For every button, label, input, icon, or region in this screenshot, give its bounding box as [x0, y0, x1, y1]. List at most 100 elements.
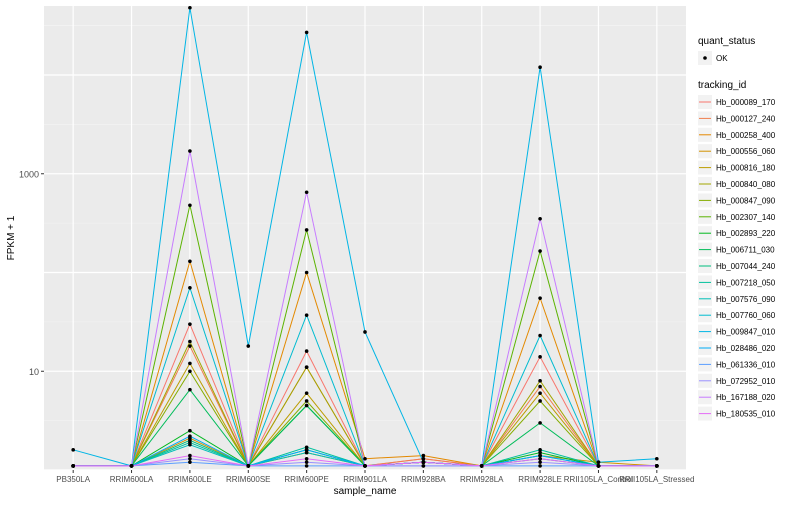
- data-point: [538, 460, 542, 464]
- data-point: [188, 5, 192, 10]
- data-point: [188, 456, 192, 461]
- x-tick-label: RRIM600LE: [168, 475, 212, 484]
- x-tick-label: RRIM600PE: [284, 475, 328, 484]
- data-point: [188, 322, 192, 326]
- legend-label: OK: [716, 54, 728, 63]
- data-point: [304, 399, 309, 403]
- x-tick-label: RRIM928LE: [518, 475, 562, 484]
- y-axis-title: FPKM + 1: [6, 215, 17, 260]
- data-point: [421, 453, 426, 458]
- legend-label: Hb_000127_240: [716, 114, 776, 123]
- legend-label: Hb_007218_050: [716, 278, 776, 287]
- legend-label: Hb_006711_030: [716, 246, 775, 255]
- data-point: [538, 333, 542, 338]
- data-point: [538, 421, 542, 425]
- data-point: [538, 453, 542, 458]
- data-point: [655, 456, 659, 461]
- data-point: [188, 442, 192, 447]
- x-tick-label: RRIM901LA: [343, 475, 387, 484]
- data-point: [188, 453, 192, 458]
- legend-quant-title: quant_status: [698, 36, 755, 47]
- legend-label: Hb_007576_090: [716, 295, 776, 304]
- data-point: [304, 464, 309, 468]
- data-point: [363, 464, 367, 468]
- data-point: [538, 456, 542, 461]
- data-point: [479, 464, 484, 468]
- data-point: [538, 249, 542, 253]
- data-point: [188, 286, 192, 290]
- data-point: [538, 384, 542, 389]
- x-tick-label: RRIM600SE: [226, 475, 270, 484]
- x-tick-label: RRIM600LA: [110, 475, 154, 484]
- legend-label: Hb_028486_020: [716, 344, 776, 353]
- x-tick-label: RRII105LA_Control: [564, 475, 634, 484]
- legend-label: Hb_167188_020: [716, 393, 776, 402]
- data-point: [188, 149, 192, 153]
- legend-label: Hb_007760_060: [716, 311, 776, 320]
- x-tick-label: PB350LA: [56, 475, 90, 484]
- data-point: [304, 450, 309, 455]
- data-point: [188, 203, 192, 208]
- legend-label: Hb_000847_090: [716, 196, 776, 205]
- data-point: [304, 391, 309, 395]
- data-point: [538, 448, 542, 452]
- legend-label: Hb_000816_180: [716, 164, 776, 173]
- x-tick-label: RRII105LA_Stressed: [619, 475, 694, 484]
- data-point: [538, 355, 542, 359]
- data-point: [538, 399, 542, 403]
- data-point: [596, 464, 601, 468]
- legend-label: Hb_072952_010: [716, 377, 776, 386]
- data-point: [188, 259, 192, 264]
- data-point: [188, 387, 192, 392]
- data-point: [304, 460, 309, 464]
- data-point: [304, 448, 309, 452]
- data-point: [421, 464, 426, 468]
- data-point: [596, 460, 601, 464]
- data-point: [71, 448, 75, 452]
- data-point: [188, 369, 192, 374]
- data-point: [363, 456, 367, 461]
- data-point: [538, 379, 542, 383]
- legend-label: Hb_007044_240: [716, 262, 776, 271]
- data-point: [129, 464, 134, 468]
- data-point: [246, 344, 251, 348]
- legend-label: Hb_002307_140: [716, 213, 776, 222]
- data-point: [304, 403, 309, 408]
- data-point: [538, 296, 542, 300]
- data-point: [304, 456, 309, 461]
- y-tick-label: 10: [29, 367, 39, 377]
- data-point: [538, 391, 542, 395]
- data-point: [538, 216, 542, 221]
- data-point: [188, 361, 192, 366]
- data-point: [421, 460, 426, 464]
- data-point: [188, 339, 192, 344]
- data-point: [538, 65, 542, 70]
- x-tick-label: RRIM928LA: [460, 475, 504, 484]
- legend-label: Hb_000840_080: [716, 180, 776, 189]
- x-tick-label: RRIM928BA: [401, 475, 446, 484]
- data-point: [538, 464, 542, 468]
- data-point: [304, 313, 309, 317]
- data-point: [304, 228, 309, 232]
- data-point: [304, 349, 309, 353]
- data-point: [188, 460, 192, 464]
- legend-tracking-title: tracking_id: [698, 80, 746, 91]
- y-tick-label: 1000: [19, 169, 39, 179]
- legend-label: Hb_002893_220: [716, 229, 776, 238]
- data-point: [421, 456, 426, 461]
- legend-label: Hb_009847_010: [716, 328, 776, 337]
- legend-label: Hb_180535_010: [716, 410, 776, 419]
- data-point: [188, 428, 192, 433]
- data-point: [246, 464, 251, 468]
- data-point: [304, 445, 309, 450]
- data-point: [188, 434, 192, 438]
- data-point: [304, 365, 309, 369]
- legend-label: Hb_000556_060: [716, 147, 776, 156]
- data-point: [188, 344, 192, 348]
- legend-label: Hb_000089_170: [716, 98, 776, 107]
- data-point: [71, 464, 75, 468]
- data-point: [304, 190, 309, 195]
- data-point: [655, 464, 659, 468]
